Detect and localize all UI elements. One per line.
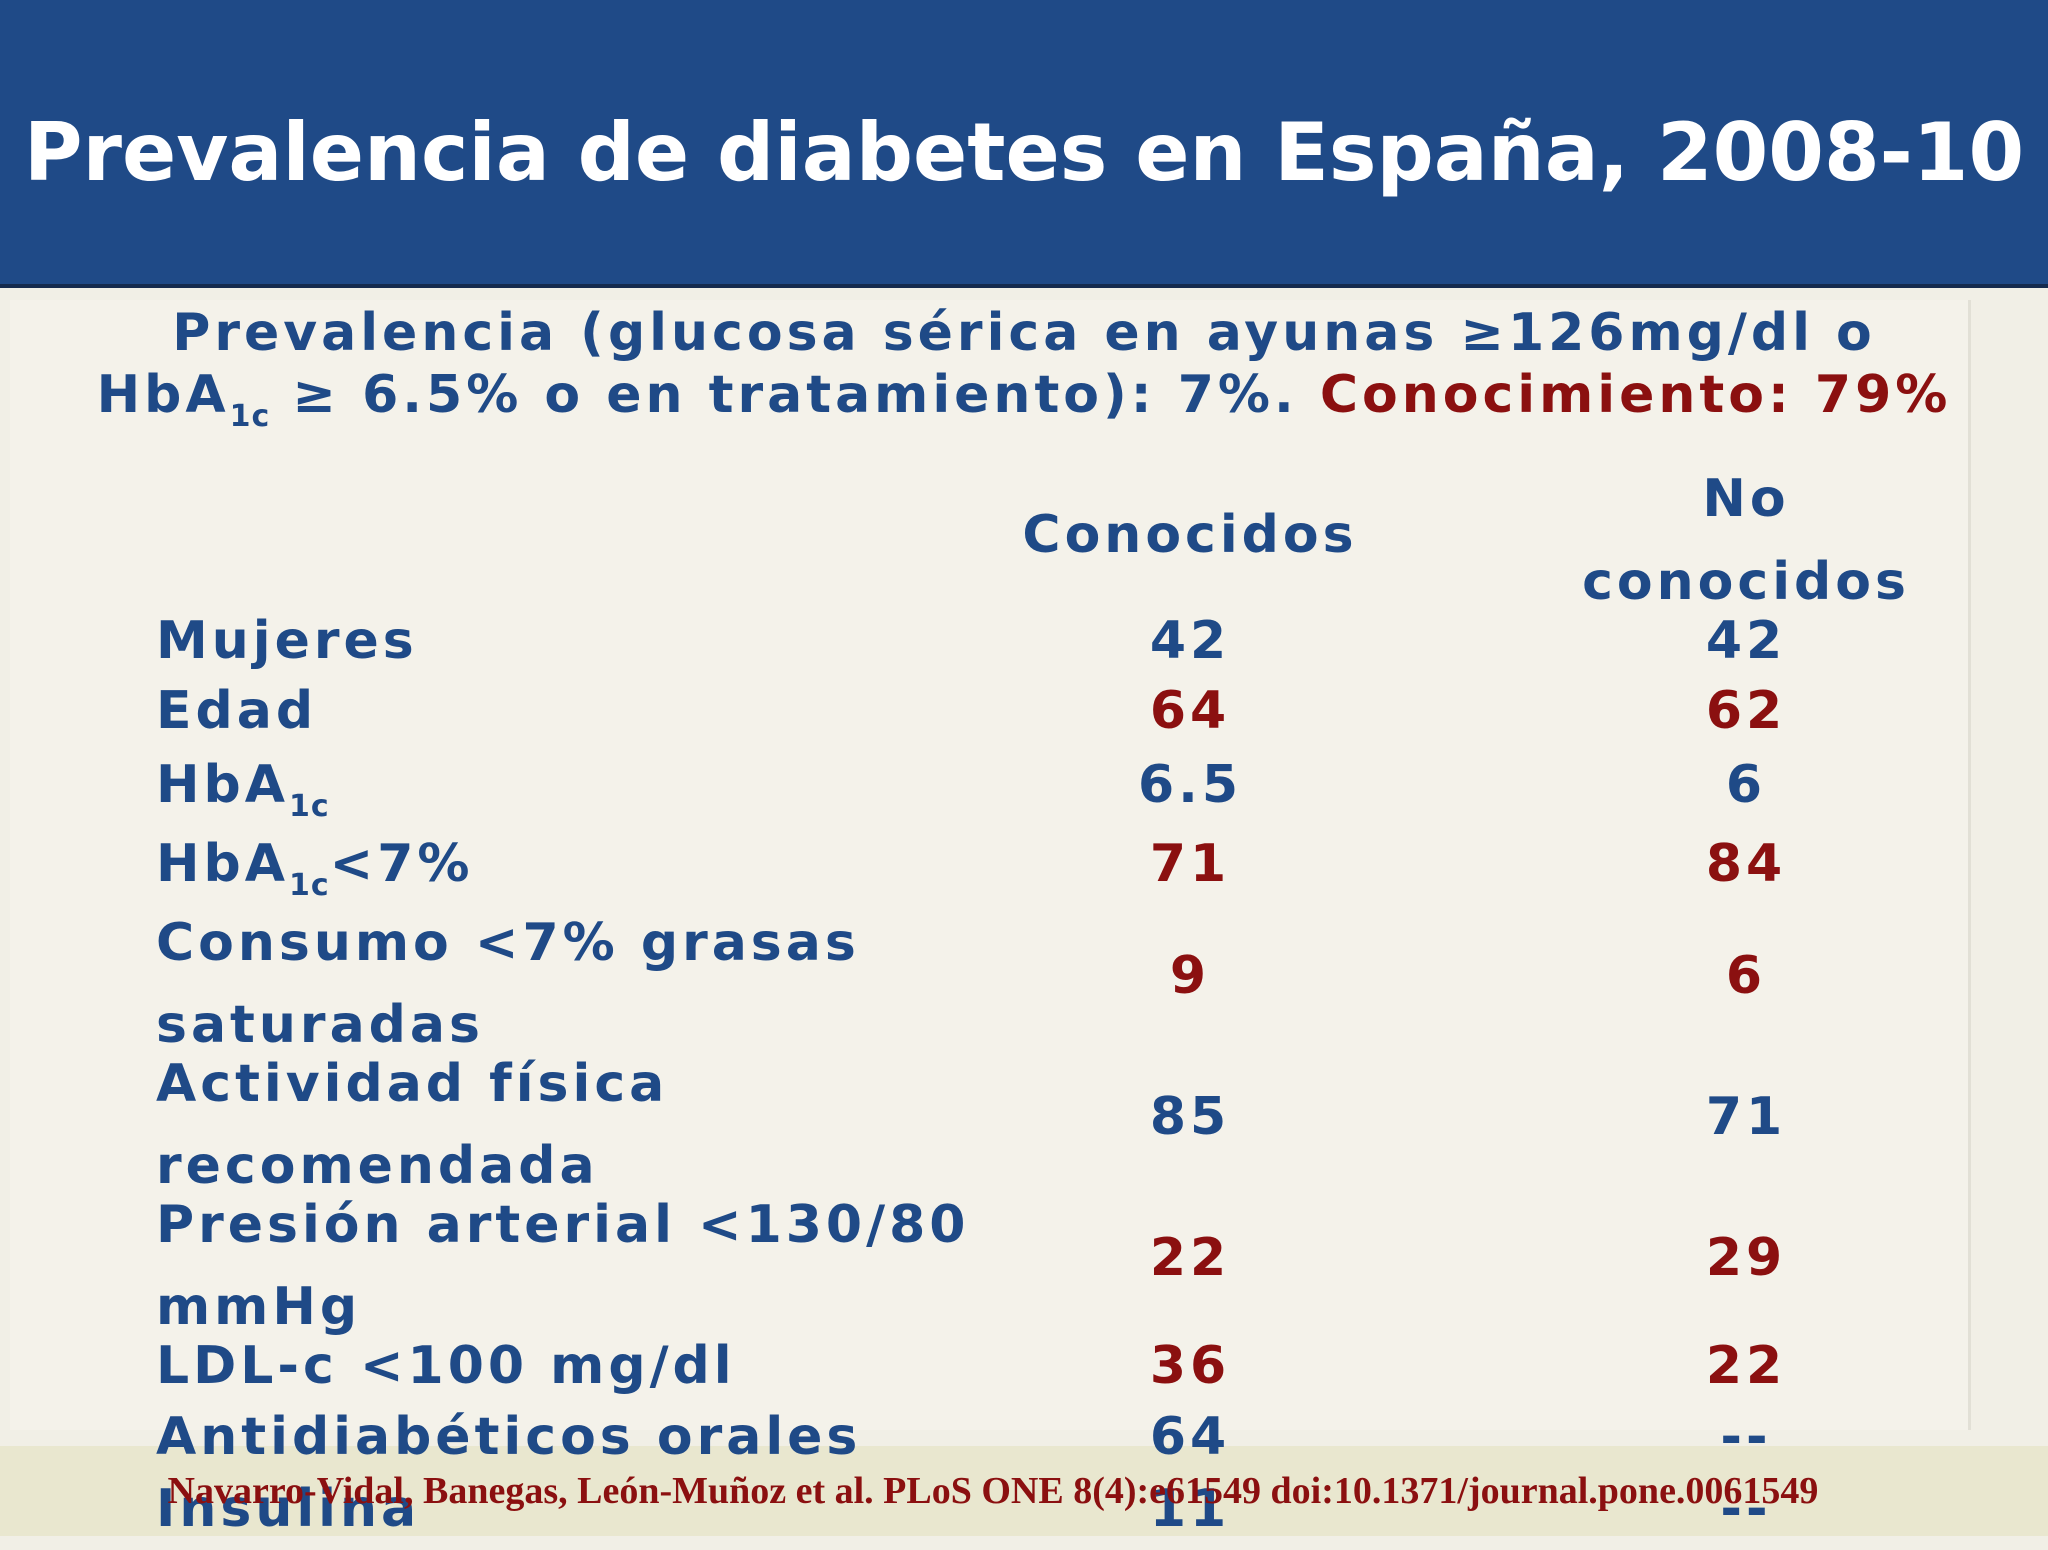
row-actividad-unknown: 71 [1705, 1087, 1787, 1147]
row-hba1c-lt7-subscript: 1c [289, 868, 330, 903]
column-header-known: Conocidos [1022, 505, 1358, 565]
footer-band [0, 1446, 2048, 1536]
row-label-edad: Edad [156, 681, 318, 741]
row-mujeres-known: 42 [1149, 611, 1231, 671]
row-grasas-unknown: 6 [1725, 946, 1767, 1006]
row-hba1c-lt7-known: 71 [1149, 834, 1231, 894]
column-header-unknown-line2: conocidos [1582, 552, 1910, 612]
row-ldl-unknown: 22 [1705, 1336, 1787, 1396]
row-hba1c-subscript: 1c [289, 789, 330, 824]
subtitle-criteria: ≥ 6.5% o en tratamiento): 7%. [270, 365, 1298, 425]
row-grasas-known: 9 [1169, 946, 1211, 1006]
row-label-hba1c-lt7: HbA1c<7% [156, 823, 474, 927]
row-presion-unknown: 29 [1705, 1228, 1787, 1288]
slide-title: Prevalencia de diabetes en España, 2008-… [23, 106, 2025, 199]
row-label-antidiabeticos: Antidiabéticos orales [156, 1407, 862, 1467]
row-presion-known: 22 [1149, 1228, 1231, 1288]
row-label-actividad-line2: recomendada [156, 1136, 599, 1196]
subtitle-awareness: Conocimiento: 79% [1319, 365, 1952, 425]
citation-reference: Navarro-Vidal, Banegas, León-Muñoz et al… [167, 1470, 1819, 1512]
row-edad-unknown: 62 [1705, 681, 1787, 741]
row-hba1c-lt7-text: HbA [156, 834, 289, 894]
row-hba1c-lt7-unknown: 84 [1705, 834, 1787, 894]
row-label-presion-line2: mmHg [156, 1277, 362, 1337]
row-hba1c-known: 6.5 [1137, 755, 1243, 815]
row-antidiabeticos-unknown: -- [1720, 1407, 1772, 1467]
row-label-grasas-line2: saturadas [156, 995, 484, 1055]
title-banner: Prevalencia de diabetes en España, 2008-… [0, 0, 2048, 288]
row-label-ldl: LDL-c <100 mg/dl [156, 1336, 736, 1396]
row-hba1c-text: HbA [156, 755, 289, 815]
row-mujeres-unknown: 42 [1705, 611, 1787, 671]
row-label-mujeres: Mujeres [156, 611, 418, 671]
row-hba1c-lt7-suffix: <7% [329, 834, 474, 894]
row-hba1c-unknown: 6 [1725, 755, 1767, 815]
subtitle-line-2: HbA1c ≥ 6.5% o en tratamiento): 7%. Cono… [0, 365, 2048, 447]
content-panel [10, 300, 1971, 1430]
row-actividad-known: 85 [1149, 1087, 1231, 1147]
row-label-presion-line1: Presión arterial <130/80 [156, 1195, 970, 1255]
column-header-unknown-line1: No [1702, 469, 1790, 529]
row-label-hba1c: HbA1c [156, 744, 330, 848]
row-edad-known: 64 [1149, 681, 1231, 741]
row-ldl-known: 36 [1149, 1336, 1231, 1396]
subtitle-hba-subscript: 1c [229, 399, 271, 434]
row-label-insulina: Insulina [156, 1479, 421, 1539]
row-label-grasas-line1: Consumo <7% grasas [156, 913, 860, 973]
subtitle-hba: HbA [96, 365, 230, 425]
row-insulina-known: 11 [1149, 1479, 1231, 1539]
row-insulina-unknown: -- [1720, 1479, 1772, 1539]
subtitle-line-1: Prevalencia (glucosa sérica en ayunas ≥1… [172, 303, 1876, 363]
row-antidiabeticos-known: 64 [1149, 1407, 1231, 1467]
row-label-actividad-line1: Actividad física [156, 1054, 669, 1114]
